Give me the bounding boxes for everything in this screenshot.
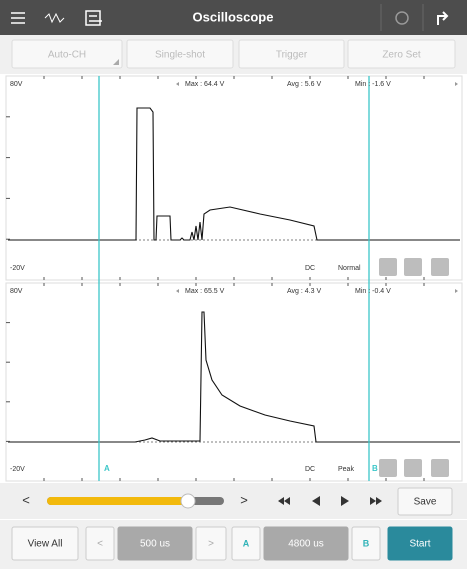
y-min-label: -20V — [10, 265, 25, 272]
waveform — [8, 311, 460, 443]
slider-knob[interactable] — [180, 493, 196, 509]
footer-controls: View All <500 us > A 4800 us B Start — [11, 526, 453, 561]
back-icon[interactable] — [437, 11, 449, 25]
channel-panel — [5, 75, 463, 281]
refresh-icon[interactable] — [395, 11, 409, 25]
min-stat: Min : -0.4 V — [355, 288, 391, 295]
panel-tool-button[interactable] — [404, 258, 422, 276]
panel-tool-button[interactable] — [404, 459, 422, 477]
max-stat: Max : 65.5 V — [185, 288, 225, 295]
fast-forward[interactable] — [370, 497, 382, 505]
cursor-b-button-label: B — [363, 538, 370, 548]
panel-tool-button[interactable] — [431, 258, 449, 276]
cursor-a-label: A — [104, 464, 110, 473]
time-prev-button-label: < — [97, 539, 103, 550]
stat-arrow — [455, 82, 458, 86]
toolbar-button[interactable] — [238, 39, 345, 69]
panel-tool-button[interactable] — [431, 459, 449, 477]
toolbar-button-label: Trigger — [276, 50, 308, 61]
settings-icon[interactable] — [11, 12, 25, 24]
save-button[interactable] — [397, 487, 453, 516]
panel-tool-button[interactable] — [379, 258, 397, 276]
toolbar-button-label: Auto-CH — [48, 50, 86, 61]
channel-labels: 80V -20V Max : 64.4 V Avg : 5.6 V Min : -1.6… — [10, 81, 458, 473]
toolbar-buttons: Auto-CH Single-shot Trigger Zero Set — [11, 39, 456, 69]
scroll-left[interactable]: < — [22, 492, 30, 507]
toolbar-button-label: Zero Set — [382, 50, 421, 61]
avg-stat: Avg : 5.6 V — [287, 81, 321, 88]
axis-ticks — [6, 283, 449, 481]
channel-panel — [5, 282, 463, 482]
mode-label: Peak — [338, 466, 354, 473]
time-next-button-label: > — [208, 539, 214, 550]
time-division[interactable] — [117, 526, 193, 561]
save-label: Save — [414, 497, 437, 508]
coupling-label: DC — [305, 265, 315, 272]
cursor-a-button-label: A — [243, 538, 250, 548]
min-stat: Min : -1.6 V — [355, 81, 391, 88]
fast-rewind[interactable] — [278, 497, 290, 505]
header-bar — [0, 0, 467, 35]
cursor-a-button[interactable] — [231, 526, 261, 561]
dropdown-corner — [113, 59, 119, 65]
transport-controls — [278, 496, 382, 506]
view-all-button-label: View All — [28, 539, 63, 550]
coupling-label: DC — [305, 466, 315, 473]
toolbar-button[interactable] — [126, 39, 234, 69]
y-max-label: 80V — [10, 288, 23, 295]
slider-fill — [47, 497, 188, 505]
stat-arrow — [176, 289, 179, 293]
scroll-right[interactable]: > — [240, 492, 248, 507]
y-max-label: 80V — [10, 81, 23, 88]
time-next-button[interactable] — [195, 526, 227, 561]
waveform — [8, 107, 460, 241]
save-icon[interactable] — [85, 10, 102, 26]
y-min-label: -20V — [10, 466, 25, 473]
view-all-button[interactable] — [11, 526, 79, 561]
menu-icons — [11, 10, 102, 26]
axis-ticks — [6, 76, 449, 280]
avg-stat: Avg : 4.3 V — [287, 288, 321, 295]
mode-label: Normal — [338, 265, 361, 272]
cursor-delta[interactable] — [263, 526, 349, 561]
step-back[interactable] — [312, 496, 320, 506]
step-forward[interactable] — [341, 496, 349, 506]
cursor-delta-label: 4800 us — [288, 539, 324, 550]
time-prev-button[interactable] — [85, 526, 115, 561]
time-division-label: 500 us — [140, 539, 170, 550]
panel-tool-button[interactable] — [379, 459, 397, 477]
start-button[interactable] — [387, 526, 453, 561]
max-stat: Max : 64.4 V — [185, 81, 225, 88]
start-button-label: Start — [409, 539, 430, 550]
toolbar-button[interactable] — [347, 39, 456, 69]
cursor-b-button[interactable] — [351, 526, 381, 561]
toolbar-button[interactable] — [11, 39, 123, 69]
cursor-b-label: B — [372, 464, 378, 473]
wave-icon[interactable] — [44, 12, 65, 24]
toolbar-button-label: Single-shot — [155, 50, 205, 61]
app-title: Oscilloscope — [193, 9, 274, 24]
stat-arrow — [455, 289, 458, 293]
stat-arrow — [176, 82, 179, 86]
